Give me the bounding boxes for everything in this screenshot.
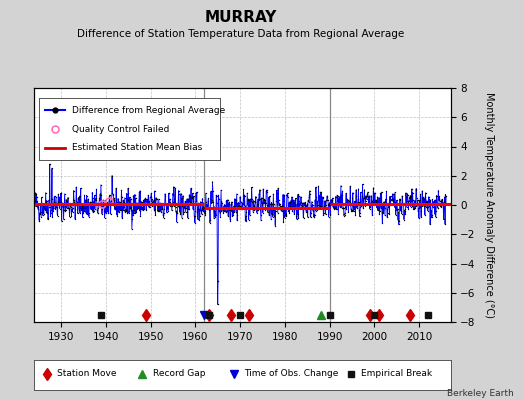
Text: Record Gap: Record Gap (153, 369, 205, 378)
Text: MURRAY: MURRAY (205, 10, 277, 26)
Text: Difference from Regional Average: Difference from Regional Average (72, 106, 225, 115)
Text: Station Move: Station Move (57, 369, 116, 378)
Text: Empirical Break: Empirical Break (361, 369, 432, 378)
Text: Difference of Station Temperature Data from Regional Average: Difference of Station Temperature Data f… (78, 29, 405, 39)
Text: Estimated Station Mean Bias: Estimated Station Mean Bias (72, 143, 202, 152)
Text: Berkeley Earth: Berkeley Earth (447, 389, 514, 398)
Y-axis label: Monthly Temperature Anomaly Difference (°C): Monthly Temperature Anomaly Difference (… (484, 92, 494, 318)
Text: Quality Control Failed: Quality Control Failed (72, 124, 169, 134)
Text: Time of Obs. Change: Time of Obs. Change (244, 369, 339, 378)
